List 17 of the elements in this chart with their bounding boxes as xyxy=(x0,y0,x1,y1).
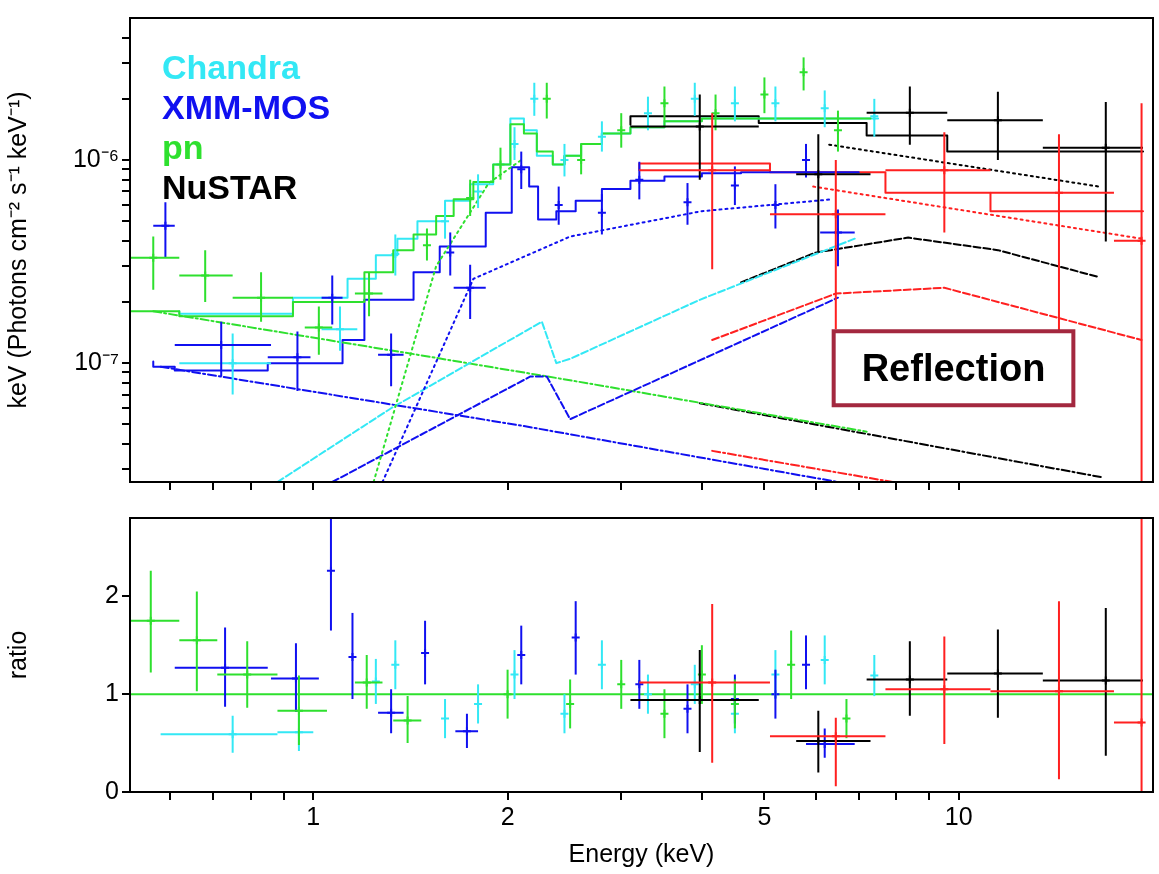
y-tick-label: 1 xyxy=(105,678,119,707)
text: NuSTAR xyxy=(162,168,298,207)
y-tick-label: 2 xyxy=(105,580,119,609)
y-axis-title: ratio xyxy=(2,630,31,680)
annotation: Reflection xyxy=(861,346,1046,389)
x-tick-label: 2 xyxy=(500,801,515,830)
text: XMM-MOS xyxy=(162,88,331,127)
text: Chandra xyxy=(162,48,301,87)
x-tick-label: 10 xyxy=(944,801,973,830)
y-axis-title: keV (Photons cm⁻² s⁻¹ keV⁻¹) xyxy=(2,91,31,409)
y-tick-label: 10⁻⁶ xyxy=(72,143,119,172)
x-tick-label: 5 xyxy=(757,801,772,830)
y-tick-label: 10⁻⁷ xyxy=(74,347,119,376)
y-tick-label: 0 xyxy=(105,775,119,804)
text: pn xyxy=(162,128,204,167)
x-tick-label: 1 xyxy=(306,801,321,830)
x-axis-title: Energy (keV) xyxy=(568,838,715,867)
